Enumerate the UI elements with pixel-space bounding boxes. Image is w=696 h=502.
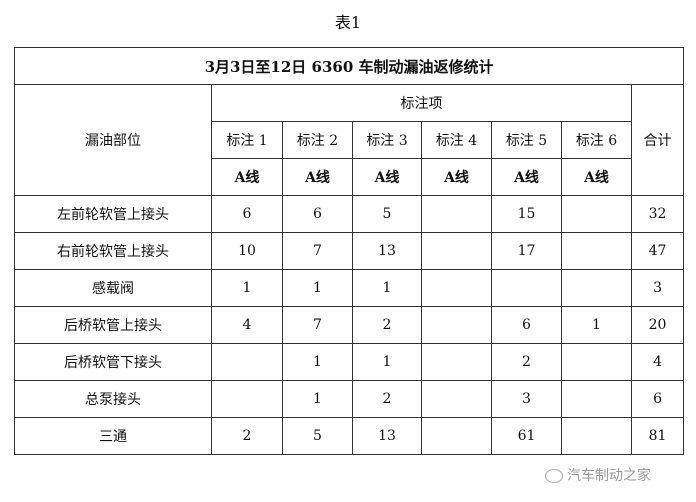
cell-value: 15 — [491, 195, 562, 233]
column-header: 标注 4 — [421, 121, 492, 159]
column-header: 标注 5 — [491, 121, 562, 159]
cell-value: 1 — [282, 380, 353, 418]
table-row: 总泵接头 1 2 3 6 — [14, 380, 685, 418]
column-sublabel: A线 — [282, 158, 353, 196]
table-row: 三通 2 5 13 61 81 — [14, 417, 685, 455]
cell-value: 6 — [491, 306, 562, 344]
row-total: 4 — [630, 343, 685, 381]
table-row: 左前轮软管上接头 6 6 5 15 32 — [14, 195, 685, 233]
cell-value: 6 — [211, 195, 283, 233]
cell-value: 1 — [282, 269, 353, 307]
table-row: 感载阀 1 1 1 3 — [14, 269, 685, 307]
column-sublabel: A线 — [561, 158, 632, 196]
cell-value: 3 — [491, 380, 562, 418]
cell-value — [561, 232, 632, 270]
cell-value: 13 — [352, 232, 422, 270]
column-header: 标注 6 — [561, 121, 632, 159]
cell-value — [421, 417, 492, 455]
table-row: 后桥软管下接头 1 1 2 4 — [14, 343, 685, 381]
cell-value — [561, 343, 632, 381]
table-caption: 表1 — [334, 13, 362, 32]
cell-value: 10 — [211, 232, 283, 270]
row-name: 左前轮软管上接头 — [14, 195, 212, 233]
row-total: 32 — [630, 195, 685, 233]
column-sublabel: A线 — [421, 158, 492, 196]
cell-value — [211, 343, 283, 381]
leak-repair-table: 3月3日至12日 6360 车制动漏油返修统计 漏油部位 标注项 合计 标注 1… — [13, 47, 685, 455]
row-total: 47 — [630, 232, 685, 270]
column-header: 标注 1 — [211, 121, 283, 159]
cell-value: 13 — [352, 417, 422, 455]
cell-value: 5 — [282, 417, 353, 455]
row-name: 后桥软管上接头 — [14, 306, 212, 344]
cell-value: 1 — [561, 306, 632, 344]
cell-value: 7 — [282, 306, 353, 344]
table-row: 后桥软管上接头 4 7 2 6 1 20 — [14, 306, 685, 344]
column-sublabel: A线 — [352, 158, 422, 196]
cell-value — [561, 380, 632, 418]
cell-value — [491, 269, 562, 307]
cell-value — [421, 232, 492, 270]
row-name: 右前轮软管上接头 — [14, 232, 212, 270]
cell-value: 7 — [282, 232, 353, 270]
row-total: 6 — [630, 380, 685, 418]
column-header: 标注 2 — [282, 121, 353, 159]
wechat-icon — [545, 469, 563, 483]
total-header: 合计 — [630, 84, 685, 196]
cell-value: 4 — [211, 306, 283, 344]
table-row: 右前轮软管上接头 10 7 13 17 47 — [14, 232, 685, 270]
row-total: 81 — [630, 417, 685, 455]
cell-value: 2 — [352, 380, 422, 418]
cell-value: 2 — [491, 343, 562, 381]
group-header: 标注项 — [211, 84, 632, 122]
cell-value — [421, 380, 492, 418]
cell-value: 5 — [352, 195, 422, 233]
watermark: 汽车制动之家 — [545, 465, 651, 485]
row-header: 漏油部位 — [14, 84, 212, 196]
cell-value: 2 — [352, 306, 422, 344]
cell-value: 1 — [211, 269, 283, 307]
cell-value — [561, 195, 632, 233]
cell-value — [561, 417, 632, 455]
row-total: 3 — [630, 269, 685, 307]
cell-value — [421, 195, 492, 233]
row-total: 20 — [630, 306, 685, 344]
row-name: 感载阀 — [14, 269, 212, 307]
cell-value — [421, 343, 492, 381]
cell-value: 1 — [352, 269, 422, 307]
row-name: 三通 — [14, 417, 212, 455]
cell-value: 1 — [352, 343, 422, 381]
cell-value: 61 — [491, 417, 562, 455]
cell-value — [421, 269, 492, 307]
table-title: 3月3日至12日 6360 车制动漏油返修统计 — [13, 47, 685, 85]
column-header: 标注 3 — [352, 121, 422, 159]
watermark-text: 汽车制动之家 — [567, 468, 651, 484]
cell-value — [561, 269, 632, 307]
row-name: 总泵接头 — [14, 380, 212, 418]
cell-value: 6 — [282, 195, 353, 233]
cell-value — [421, 306, 492, 344]
cell-value: 17 — [491, 232, 562, 270]
cell-value — [211, 380, 283, 418]
column-sublabel: A线 — [491, 158, 562, 196]
row-name: 后桥软管下接头 — [14, 343, 212, 381]
column-sublabel: A线 — [211, 158, 283, 196]
cell-value: 2 — [211, 417, 283, 455]
cell-value: 1 — [282, 343, 353, 381]
